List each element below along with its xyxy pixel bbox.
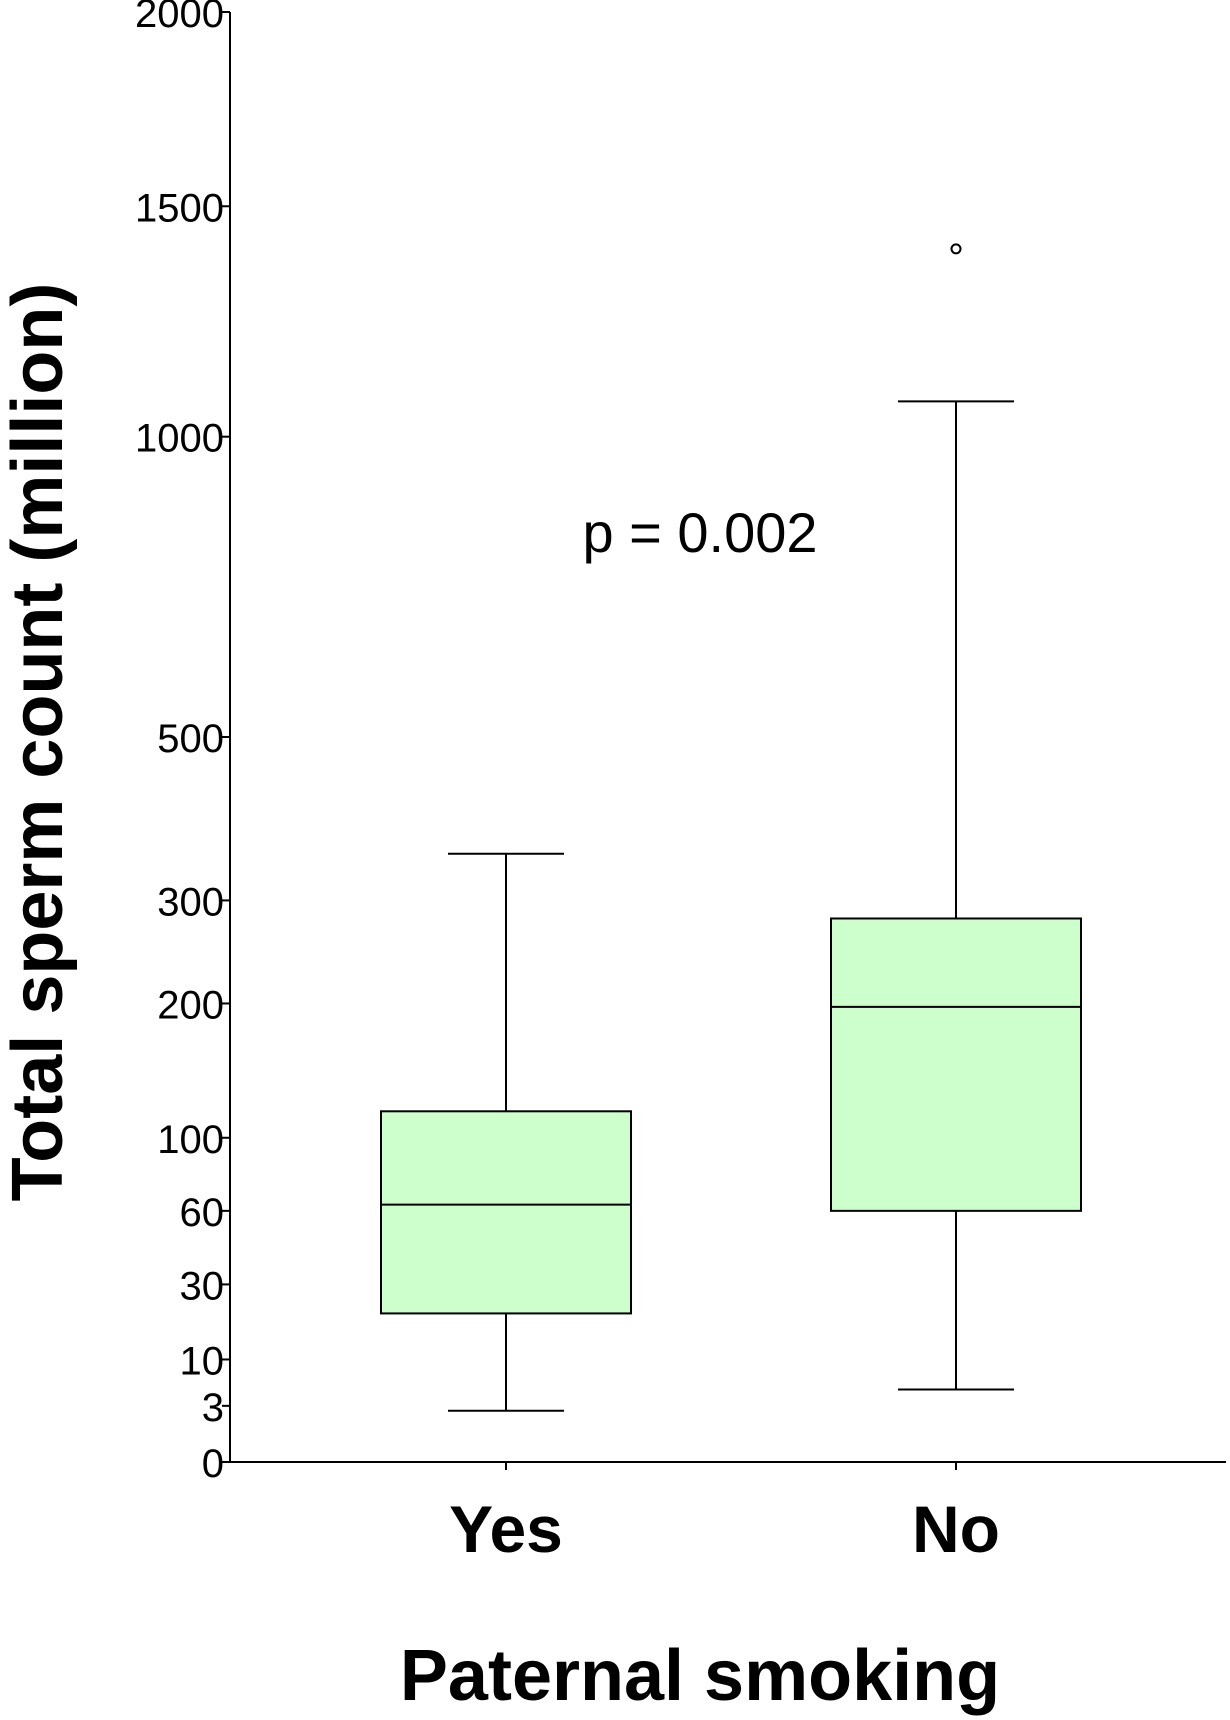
iqr-box-yes [380,1110,632,1315]
y-tick-label-1500: 1500 [135,186,224,230]
y-tick-label-1000: 1000 [135,417,224,461]
iqr-box-no [830,917,1082,1212]
y-tick-label-60: 60 [180,1191,225,1235]
y-tick-label-100: 100 [157,1118,224,1162]
y-tick-label-10: 10 [180,1339,225,1383]
y-tick-label-30: 30 [180,1264,225,1308]
y-tick-label-200: 200 [157,983,224,1027]
y-tick-label-300: 300 [157,880,224,924]
x-ticks: Yes No [449,1462,1000,1566]
y-tick-label-3: 3 [202,1386,224,1430]
box-yes [380,852,632,1412]
y-tick-label-500: 500 [157,717,224,761]
x-tick-label-yes: Yes [449,1492,563,1566]
y-tick-label-2000: 2000 [135,0,224,36]
x-axis-title: Paternal smoking [400,1636,1000,1716]
y-axis-title: Total sperm count (million) [0,283,78,1202]
axes [229,12,1226,1463]
boxes [380,243,1082,1412]
p-value-annotation: p = 0.002 [582,501,817,564]
x-tick-label-no: No [912,1492,1000,1566]
y-ticks: 0 310 30 60 100 200 300 500 1000 1500 2000 [135,0,230,1486]
y-tick-label-0: 0 [202,1442,224,1486]
box-no [830,243,1082,1391]
outlier-no-0 [950,243,962,255]
